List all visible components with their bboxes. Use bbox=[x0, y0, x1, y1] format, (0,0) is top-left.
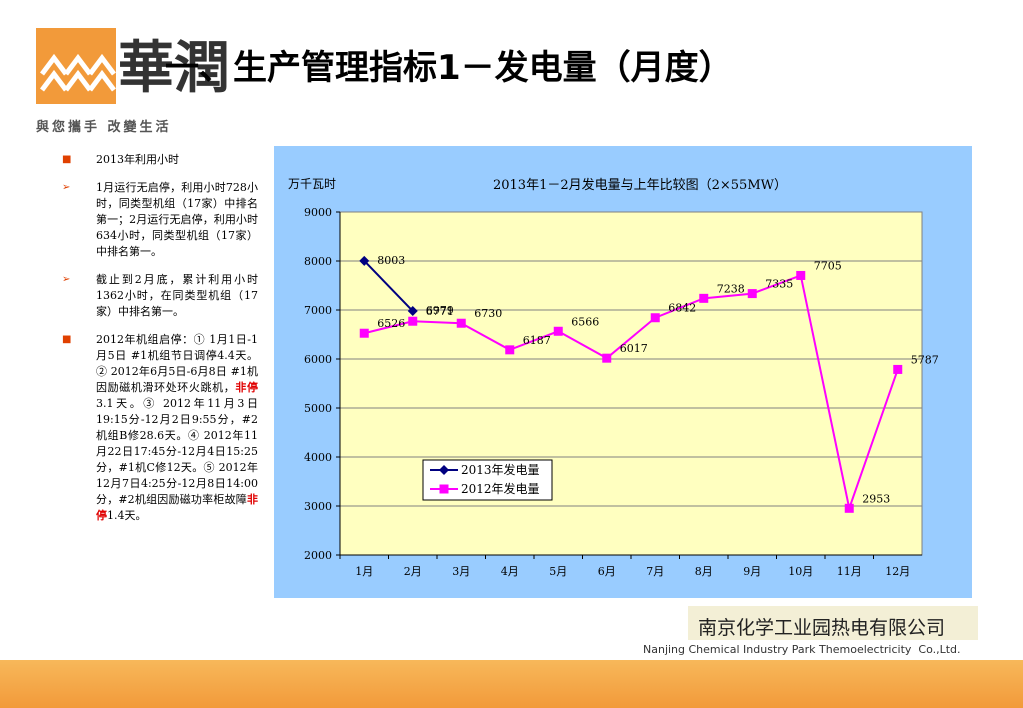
data-label: 6979 bbox=[426, 304, 454, 317]
point bbox=[439, 484, 449, 494]
footer-bar bbox=[0, 660, 1023, 708]
bullet: ➢ 1月运行无启停，利用小时728小时，同类型机组（17家）中排名第一；2月运行无… bbox=[62, 180, 258, 260]
point bbox=[456, 318, 466, 328]
company-en: Nanjing Chemical Industry Park Themoelec… bbox=[643, 643, 961, 656]
bullet: ■ 2012年机组启停：① 1月1日-1月5日 #1机组节日调停4.4天。② 20… bbox=[62, 332, 258, 524]
y-tick-label: 7000 bbox=[304, 304, 332, 317]
x-tick-label: 1月 bbox=[355, 565, 373, 578]
bullet-marker: ■ bbox=[62, 334, 72, 345]
company-box bbox=[688, 606, 978, 640]
x-tick-label: 2月 bbox=[404, 565, 422, 578]
company-cn: 南京化学工业园热电有限公司 bbox=[698, 617, 946, 639]
data-label: 6187 bbox=[523, 334, 551, 347]
data-label: 7705 bbox=[814, 259, 842, 272]
x-tick-label: 9月 bbox=[743, 565, 761, 578]
point bbox=[505, 345, 515, 355]
point bbox=[747, 289, 757, 299]
bullet: ➢ 截止到2月底，累计利用小时1362小时，在同类型机组（17家）中排名第一。 bbox=[62, 272, 258, 320]
x-tick-label: 3月 bbox=[452, 565, 470, 578]
bullet-marker: ■ bbox=[62, 154, 72, 165]
x-tick-label: 10月 bbox=[788, 565, 813, 578]
legend-label: 2013年发电量 bbox=[461, 462, 540, 477]
data-label: 6842 bbox=[668, 302, 696, 315]
point bbox=[844, 503, 854, 513]
point bbox=[796, 270, 806, 280]
y-axis-label: 万千瓦时 bbox=[288, 177, 336, 191]
bullet-list: ■ 2013年利用小时 ➢ 1月运行无启停，利用小时728小时，同类型机组（17家）中… bbox=[62, 152, 258, 536]
x-tick-label: 5月 bbox=[549, 565, 567, 578]
point bbox=[407, 306, 418, 317]
bullet: ■ 2013年利用小时 bbox=[62, 152, 258, 168]
logo-text: 華潤 bbox=[118, 35, 230, 101]
point bbox=[650, 313, 660, 323]
bullet-text: 非停 bbox=[235, 381, 259, 394]
y-tick-label: 6000 bbox=[304, 353, 332, 366]
y-tick-label: 8000 bbox=[304, 255, 332, 268]
point bbox=[893, 364, 903, 374]
point bbox=[602, 353, 612, 363]
point bbox=[553, 326, 563, 336]
bullet-text: 1月运行无启停，利用小时728小时，同类型机组（17家）中排名第一；2月运行无启… bbox=[96, 181, 258, 258]
bullet-text: 截止到2月底，累计利用小时1362小时，在同类型机组（17家）中排名第一。 bbox=[96, 273, 258, 318]
bullet-marker: ➢ bbox=[62, 274, 71, 285]
tagline: 與您攜手 改變生活 bbox=[36, 120, 172, 135]
logo-mark bbox=[36, 28, 116, 104]
x-tick-label: 12月 bbox=[885, 565, 910, 578]
point bbox=[699, 293, 709, 303]
bullet-text: 1.4天。 bbox=[107, 509, 147, 522]
point bbox=[359, 255, 370, 266]
data-label: 2953 bbox=[862, 492, 890, 505]
data-label: 6771 bbox=[426, 305, 454, 318]
logo-icon bbox=[40, 53, 116, 92]
y-tick-label: 3000 bbox=[304, 500, 332, 513]
data-label: 8003 bbox=[377, 254, 405, 267]
data-label: 6566 bbox=[571, 315, 599, 328]
data-label: 6526 bbox=[377, 317, 405, 330]
x-tick-label: 11月 bbox=[837, 565, 862, 578]
y-tick-label: 9000 bbox=[304, 206, 332, 219]
point bbox=[439, 465, 449, 475]
bullet-text: 2012年机组启停：① 1月1日-1月5日 #1机组节日调停4.4天。② 201… bbox=[96, 333, 258, 394]
legend-label: 2012年发电量 bbox=[461, 481, 540, 496]
bullet-marker: ➢ bbox=[62, 182, 71, 193]
series-line bbox=[363, 260, 414, 312]
chart-title: 2013年1－2月发电量与上年比较图（2×55MW） bbox=[493, 177, 787, 193]
point bbox=[359, 328, 369, 338]
bullet-text: 2013年利用小时 bbox=[96, 153, 179, 166]
data-label: 5787 bbox=[911, 353, 939, 366]
x-tick-label: 8月 bbox=[695, 565, 713, 578]
data-label: 7335 bbox=[765, 278, 793, 291]
y-tick-label: 4000 bbox=[304, 451, 332, 464]
bullet-text: 3.1天。③ 2012年11月3日19:15分-12月2日9:55分，#2机组B… bbox=[96, 397, 258, 506]
bullet-text: 非停 bbox=[96, 493, 258, 522]
point bbox=[408, 316, 418, 326]
series-line bbox=[364, 274, 899, 513]
x-tick-label: 4月 bbox=[501, 565, 519, 578]
data-label: 7238 bbox=[717, 282, 745, 295]
x-tick-label: 6月 bbox=[598, 565, 616, 578]
data-label: 6017 bbox=[620, 342, 648, 355]
data-label: 6730 bbox=[474, 307, 502, 320]
slide-title: 一、生产管理指标1－发电量（月度） bbox=[165, 48, 733, 88]
y-tick-label: 2000 bbox=[304, 549, 332, 562]
x-tick-label: 7月 bbox=[646, 565, 664, 578]
y-tick-label: 5000 bbox=[304, 402, 332, 415]
